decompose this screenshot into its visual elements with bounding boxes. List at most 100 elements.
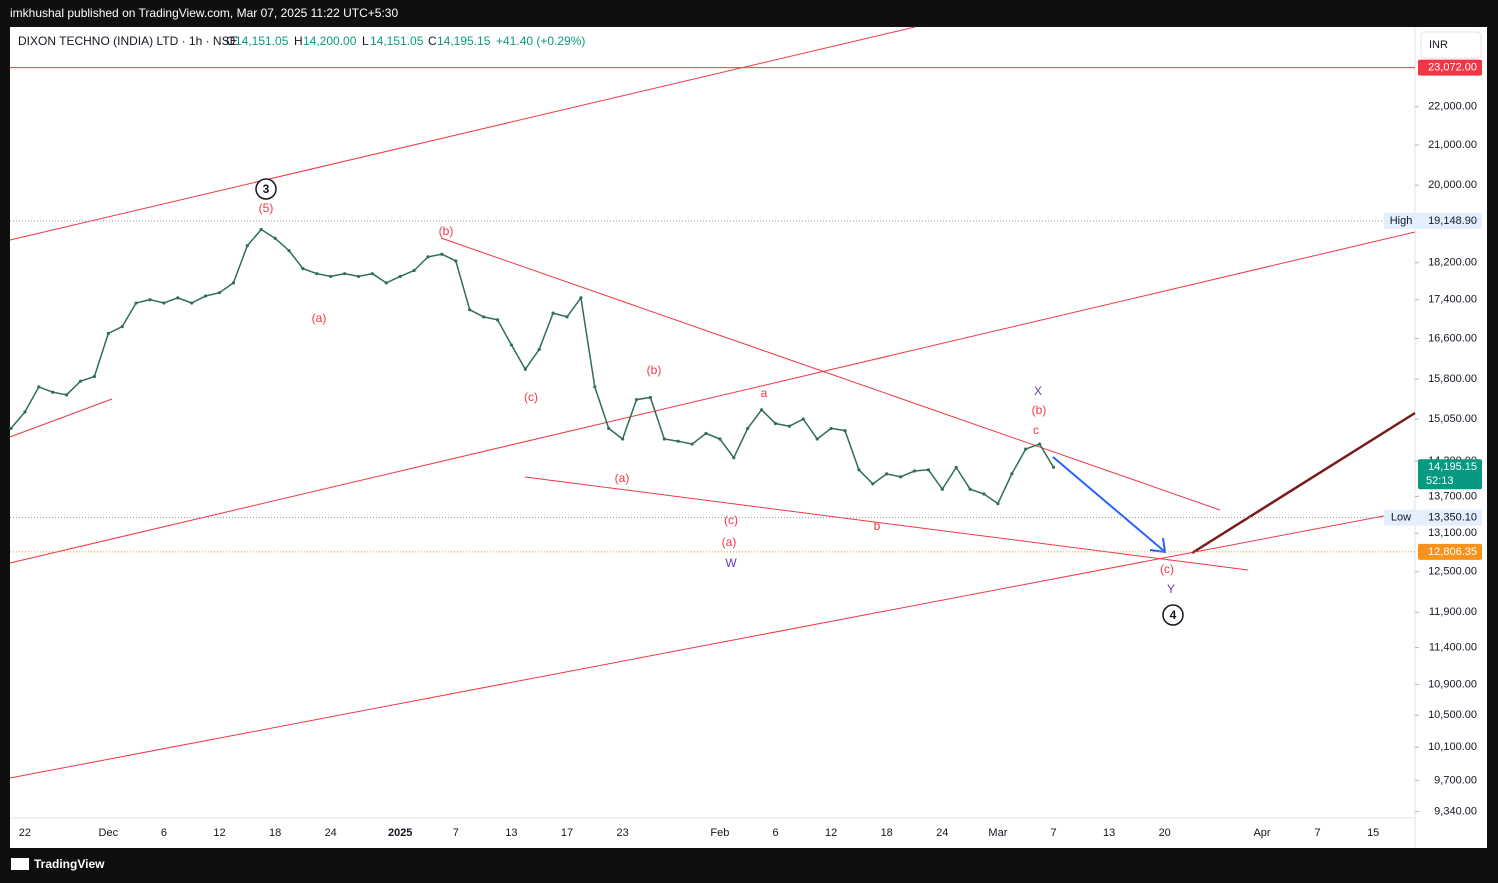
- price-point: [426, 255, 430, 259]
- price-point: [676, 439, 680, 443]
- wave-label: (b): [647, 363, 662, 377]
- open-label: O: [226, 34, 235, 48]
- price-point: [134, 301, 138, 305]
- price-point: [468, 308, 472, 312]
- price-tag-label: 14,195.15: [1428, 461, 1477, 473]
- price-point: [495, 318, 500, 322]
- price-point: [412, 268, 416, 273]
- wave-label: (b): [439, 224, 454, 238]
- wave-label: (a): [722, 535, 737, 549]
- y-tick-label: 18,200.00: [1428, 257, 1477, 269]
- x-tick-label: 23: [616, 827, 628, 839]
- price-point: [190, 301, 194, 305]
- close-label: C: [428, 34, 437, 48]
- price-point: [273, 236, 277, 240]
- wave-label: (c): [724, 513, 738, 527]
- x-tick-label: 7: [1050, 827, 1056, 839]
- price-tag: [1418, 459, 1482, 490]
- publish-header: imkhushal published on TradingView.com, …: [10, 6, 398, 20]
- price-point: [454, 259, 458, 263]
- price-point: [801, 417, 805, 421]
- price-point: [1038, 442, 1042, 446]
- trend-line: [9, 231, 1416, 564]
- wave-circle: [255, 178, 277, 200]
- y-tick-label: 22,000.00: [1428, 101, 1477, 113]
- price-point: [926, 468, 931, 472]
- high-label: H: [294, 34, 303, 48]
- price-tag: [1418, 509, 1482, 526]
- trend-lines: [9, 26, 1416, 779]
- x-tick-label: 13: [1103, 827, 1115, 839]
- price-point: [301, 267, 305, 271]
- price-tag-name-bg: [1384, 509, 1418, 526]
- brand: TradingView: [34, 857, 105, 871]
- trend-line: [9, 26, 916, 241]
- price-point: [37, 385, 41, 389]
- price-tag: [1418, 212, 1482, 229]
- x-tick-label: 15: [1367, 827, 1379, 839]
- projection-line: [1191, 411, 1416, 555]
- low-label: L: [362, 34, 369, 48]
- price-point: [732, 456, 736, 460]
- y-tick-label: 13,100.00: [1428, 527, 1477, 539]
- wave-label: Y: [1167, 582, 1175, 596]
- price-point: [773, 421, 778, 426]
- x-tick-label: Mar: [988, 827, 1007, 839]
- price-point: [690, 442, 694, 446]
- high: 14,200.00: [303, 34, 357, 48]
- y-tick-label: 16,600.00: [1428, 332, 1477, 344]
- price-point: [204, 294, 208, 298]
- trend-line: [9, 509, 1416, 779]
- price-tag-label: 12,806.35: [1428, 546, 1477, 558]
- x-tick-label: 7: [453, 827, 459, 839]
- arrow-line: [1052, 456, 1165, 552]
- wave-label: X: [1034, 384, 1042, 398]
- price-point: [509, 343, 513, 347]
- price-point: [9, 426, 13, 431]
- y-tick-label: 9,340.00: [1434, 805, 1477, 817]
- price-point: [871, 482, 875, 486]
- y-tick-label: 12,500.00: [1428, 566, 1477, 578]
- wave-label: W: [725, 556, 737, 570]
- wave-label: (a): [312, 311, 327, 325]
- price-tag-name-bg: [1384, 212, 1418, 229]
- trend-line: [524, 476, 1249, 571]
- x-tick-label: Dec: [99, 827, 119, 839]
- y-tick-label: 13,700.00: [1428, 490, 1477, 502]
- x-tick-label: 2025: [388, 827, 412, 839]
- open: 14,151.05: [235, 34, 289, 48]
- price-tag-label: 23,072.00: [1428, 62, 1477, 74]
- price-point: [537, 347, 541, 352]
- y-tick-label: 11,900.00: [1429, 606, 1477, 618]
- wave-label: (c): [524, 390, 538, 404]
- price-tag-label: 19,148.90: [1428, 215, 1477, 227]
- price-point: [120, 325, 124, 329]
- wave-label: 4: [1170, 608, 1177, 622]
- price-point: [607, 426, 611, 431]
- legend: DIXON TECHNO (INDIA) LTD · 1h · NSE O 14…: [18, 34, 585, 48]
- price-tag: [1418, 59, 1482, 76]
- x-tick-label: 24: [325, 827, 337, 839]
- price-point: [551, 311, 555, 315]
- currency-button[interactable]: [1420, 31, 1482, 59]
- currency[interactable]: INR: [1429, 39, 1448, 51]
- price-point: [245, 244, 249, 248]
- wave-label: (b): [1032, 403, 1047, 417]
- price-point: [329, 274, 333, 279]
- price-point: [315, 272, 319, 276]
- y-tick-label: 20,000.00: [1428, 179, 1477, 191]
- x-tick-label: 12: [213, 827, 225, 839]
- x-tick-label: 22: [19, 827, 31, 839]
- x-tick-label: 12: [825, 827, 837, 839]
- price-point: [579, 296, 583, 300]
- trend-line: [440, 237, 1221, 511]
- y-tick-label: 10,900.00: [1428, 678, 1477, 690]
- price-point: [343, 272, 347, 276]
- wave-label: 3: [263, 182, 270, 196]
- price-point: [65, 393, 69, 397]
- price-point: [968, 487, 972, 491]
- wave-label: (c): [1160, 562, 1174, 576]
- price-point: [954, 465, 958, 470]
- price-point: [1010, 472, 1014, 476]
